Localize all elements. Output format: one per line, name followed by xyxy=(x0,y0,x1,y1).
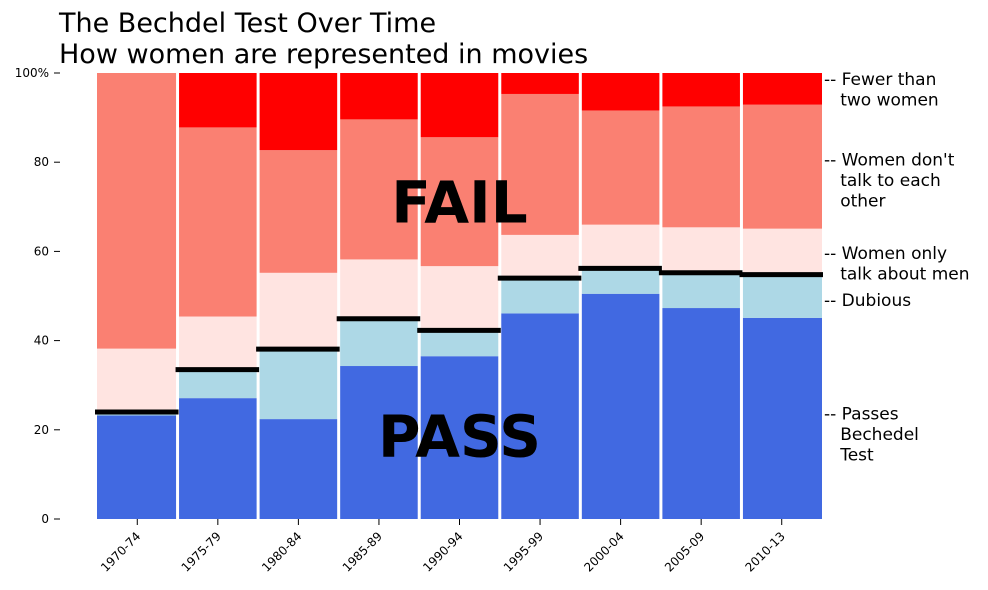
legend-entry-dubious: -- Dubious xyxy=(824,291,911,311)
bar-dubious-2010-13 xyxy=(742,274,822,318)
bar-notalk-2005-09 xyxy=(662,106,740,228)
bar-notalk-1975-79 xyxy=(179,127,257,317)
legend-entry-men: -- Women only talk about men xyxy=(824,244,970,285)
bar-fewer-1975-79 xyxy=(179,73,257,128)
bar-notalk-1990-94 xyxy=(420,137,499,267)
x-tick-label: 1985-89 xyxy=(340,529,385,574)
bar-pass-1980-84 xyxy=(259,419,338,519)
chart-subtitle: How women are represented in movies xyxy=(59,39,588,70)
annotation-pass: PASS xyxy=(378,402,541,470)
legend-line: -- Fewer than xyxy=(824,70,936,90)
bar-fewer-2000-04 xyxy=(581,73,660,111)
legend: -- Fewer than two women -- Women don't ta… xyxy=(824,70,970,466)
legend-line: Bechedel xyxy=(824,425,919,445)
bars-layer xyxy=(97,73,822,519)
legend-line: talk to each xyxy=(824,171,941,191)
bar-fewer-1980-84 xyxy=(259,73,338,151)
legend-line: two women xyxy=(824,91,939,111)
bar-fewer-2005-09 xyxy=(662,73,740,107)
bar-men-2005-09 xyxy=(662,227,740,273)
y-axis: 0 20 40 60 80 100% xyxy=(15,66,60,526)
bar-dubious-1995-99 xyxy=(501,278,579,314)
bar-pass-2000-04 xyxy=(581,293,660,519)
bar-dubious-2005-09 xyxy=(662,272,740,309)
bar-notalk-1985-89 xyxy=(340,119,418,260)
x-tick-label: 1970-74 xyxy=(98,529,143,574)
annotations: FAIL PASS xyxy=(378,168,541,470)
x-tick-label: 1975-79 xyxy=(179,529,224,574)
bar-dubious-1990-94 xyxy=(420,330,499,357)
bar-pass-1990-94 xyxy=(420,356,499,519)
legend-line: -- Women don't xyxy=(824,150,955,170)
x-tick-label: 2010-13 xyxy=(742,529,787,574)
pass-threshold-lines xyxy=(95,265,823,415)
bar-fewer-1990-94 xyxy=(420,73,499,138)
y-tick-label: 0 xyxy=(41,512,49,526)
bar-notalk-1970-74 xyxy=(97,73,177,349)
legend-line: -- Women only xyxy=(824,244,947,264)
x-tick-label: 1995-99 xyxy=(501,529,546,574)
legend-entry-notalk: -- Women don't talk to each other xyxy=(824,150,955,211)
bar-men-2010-13 xyxy=(742,228,822,275)
bar-notalk-2010-13 xyxy=(742,104,822,229)
bar-notalk-1995-99 xyxy=(501,93,579,235)
bar-fewer-1985-89 xyxy=(340,73,418,120)
legend-entry-fewer: -- Fewer than two women xyxy=(824,70,939,111)
y-tick-label: 20 xyxy=(34,423,49,437)
bar-pass-2010-13 xyxy=(742,317,822,519)
y-tick-label: 80 xyxy=(34,155,49,169)
y-tick-label: 60 xyxy=(34,244,49,258)
bar-dubious-1980-84 xyxy=(259,349,338,420)
bar-fewer-1995-99 xyxy=(501,73,579,94)
bar-men-1990-94 xyxy=(420,266,499,331)
bar-pass-2005-09 xyxy=(662,308,740,519)
bar-men-1970-74 xyxy=(97,348,177,412)
chart-title: The Bechdel Test Over Time xyxy=(58,8,436,39)
legend-line: -- Dubious xyxy=(824,291,911,311)
legend-entry-pass: -- Passes Bechedel Test xyxy=(824,405,919,466)
x-tick-label: 2005-09 xyxy=(662,529,707,574)
bar-pass-1985-89 xyxy=(340,366,418,519)
annotation-fail: FAIL xyxy=(391,168,527,236)
bar-dubious-1975-79 xyxy=(179,369,257,399)
legend-line: other xyxy=(824,191,886,211)
bar-notalk-1980-84 xyxy=(259,150,338,273)
bar-notalk-2000-04 xyxy=(581,110,660,225)
bar-pass-1970-74 xyxy=(97,415,177,519)
y-tick-label: 40 xyxy=(34,334,49,348)
bar-men-1975-79 xyxy=(179,316,257,370)
bar-fewer-2010-13 xyxy=(742,73,822,105)
bar-men-1995-99 xyxy=(501,234,579,279)
legend-line: Test xyxy=(824,446,874,466)
x-tick-label: 1980-84 xyxy=(259,529,304,574)
x-axis: 1970-74 1975-79 1980-84 1985-89 1990-94 1995-… xyxy=(98,519,788,575)
x-tick-label: 2000-04 xyxy=(581,529,626,574)
bar-dubious-1985-89 xyxy=(340,318,418,367)
bar-pass-1995-99 xyxy=(501,313,579,519)
bar-dubious-2000-04 xyxy=(581,268,660,294)
bar-men-1980-84 xyxy=(259,272,338,350)
bar-men-2000-04 xyxy=(581,224,660,269)
x-tick-label: 1990-94 xyxy=(420,529,465,574)
legend-line: talk about men xyxy=(824,265,970,285)
y-tick-label: 100% xyxy=(15,66,49,80)
bar-men-1985-89 xyxy=(340,259,418,319)
legend-line: -- Passes xyxy=(824,405,899,425)
bar-pass-1975-79 xyxy=(179,398,257,519)
